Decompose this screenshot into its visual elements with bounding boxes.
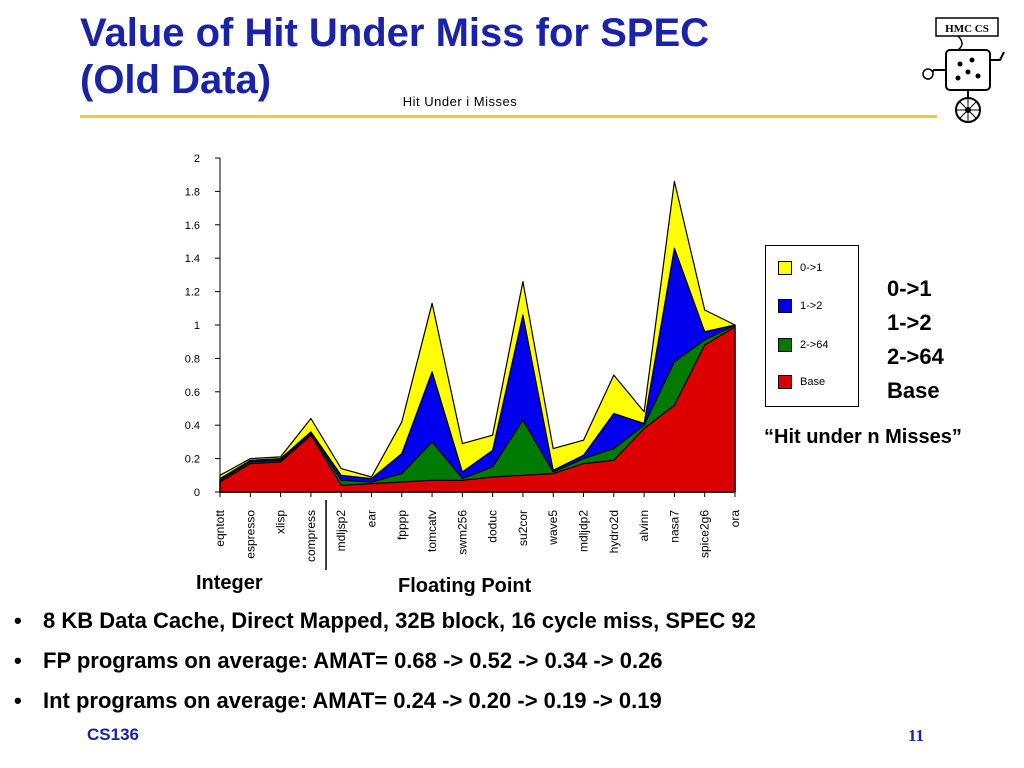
y-tick-label: 0.6 [185,387,200,399]
bullet-marker: • [14,648,22,673]
svg-text:HMC CS: HMC CS [945,23,989,35]
side-key-item: Base [887,378,940,403]
legend-swatch-red [778,375,792,389]
y-tick-label: 0 [194,487,200,499]
legend-swatch-blue [778,299,792,313]
x-tick-label: spice2g6 [698,510,712,558]
x-tick-label: fpppp [395,510,409,540]
hmc-cs-logo: HMC CS [922,17,1005,123]
legend-swatch-yellow [778,261,792,275]
legend-item-2-64: 2->64 [778,337,828,353]
hit-under-caption: “Hit under n Misses” [764,426,962,448]
course-label: CS136 [87,725,139,744]
x-tick-label: xlisp [274,510,288,534]
series-area-0-1 [219,180,736,493]
legend-item-0-1: 0->1 [778,260,822,276]
x-tick-label: alvinn [637,510,651,541]
stacked-area-chart: 0 0.2 0.4 0.6 0.8 1 1.2 1.4 1.6 1.8 2 eqntott espres… [185,153,742,570]
y-tick-label: 2 [194,153,200,165]
group-label-floating-point: Floating Point [398,575,532,597]
x-tick-label: doduc [486,510,500,543]
title-line-1: Value of Hit Under Miss for SPEC [80,11,710,55]
side-key: 0->1 1->2 2->64 Base [887,272,944,408]
y-tick-label: 0.8 [185,353,200,365]
x-tick-label: espresso [243,510,257,559]
y-tick-label: 1.8 [185,186,200,198]
legend-label: 2->64 [800,339,829,351]
x-tick-label: ora [728,510,742,528]
bullet-list: • 8 KB Data Cache, Direct Mapped, 32B blo… [14,601,756,721]
legend-item-1-2: 1->2 [778,298,822,314]
title-underline [80,115,937,118]
side-key-item: 2->64 [887,344,944,369]
chart-legend: 0->1 1->2 2->64 Base [765,245,859,407]
bullet-marker: • [14,608,22,633]
bullet-text: 8 KB Data Cache, Direct Mapped, 32B bloc… [43,608,756,633]
bullet-text: Int programs on average: AMAT= 0.24 -> 0… [43,688,662,713]
legend-label: Base [800,376,826,388]
x-tick-label: hydro2d [607,510,621,553]
y-tick-label: 0.4 [185,420,200,432]
series-area-1-2 [219,247,736,493]
x-tick-label: swm256 [455,510,469,555]
y-tick-label: 1.2 [185,287,200,299]
x-tick-label: tomcatv [425,510,439,552]
legend-label: 0->1 [800,262,823,274]
group-label-integer: Integer [196,572,263,594]
x-tick-label: mdljsp2 [334,510,348,552]
y-tick-label: 0.2 [185,454,200,466]
side-key-item: 1->2 [887,310,932,335]
side-key-item: 0->1 [887,276,932,301]
bullet-item: • FP programs on average: AMAT= 0.68 -> 0… [14,641,756,681]
legend-item-base: Base [778,374,825,390]
y-tick-label: 1.4 [185,253,200,265]
x-tick-label: compress [304,510,318,562]
chart-title: Hit Under i Misses [402,94,518,109]
bullet-item: • 8 KB Data Cache, Direct Mapped, 32B blo… [14,601,756,641]
x-tick-label: eqntott [213,509,227,546]
series-area-base [219,326,736,493]
page-number: 11 [908,726,925,745]
x-tick-label: nasa7 [667,510,681,543]
bullet-marker: • [14,688,22,713]
legend-label: 1->2 [800,300,823,312]
x-tick-label: ear [364,510,378,527]
x-tick-label: su2cor [516,510,530,546]
y-tick-label: 1.6 [185,220,200,232]
bullet-item: • Int programs on average: AMAT= 0.24 -> … [14,681,756,721]
title-line-2: (Old Data) [80,58,272,102]
y-tick-label: 1 [194,320,200,332]
x-tick-label: wave5 [546,510,560,546]
x-tick-label: mdljdp2 [577,510,591,552]
bullet-text: FP programs on average: AMAT= 0.68 -> 0.… [43,648,663,673]
slide-title: Value of Hit Under Miss for SPEC (Old Da… [80,10,709,104]
legend-swatch-green [778,338,792,352]
